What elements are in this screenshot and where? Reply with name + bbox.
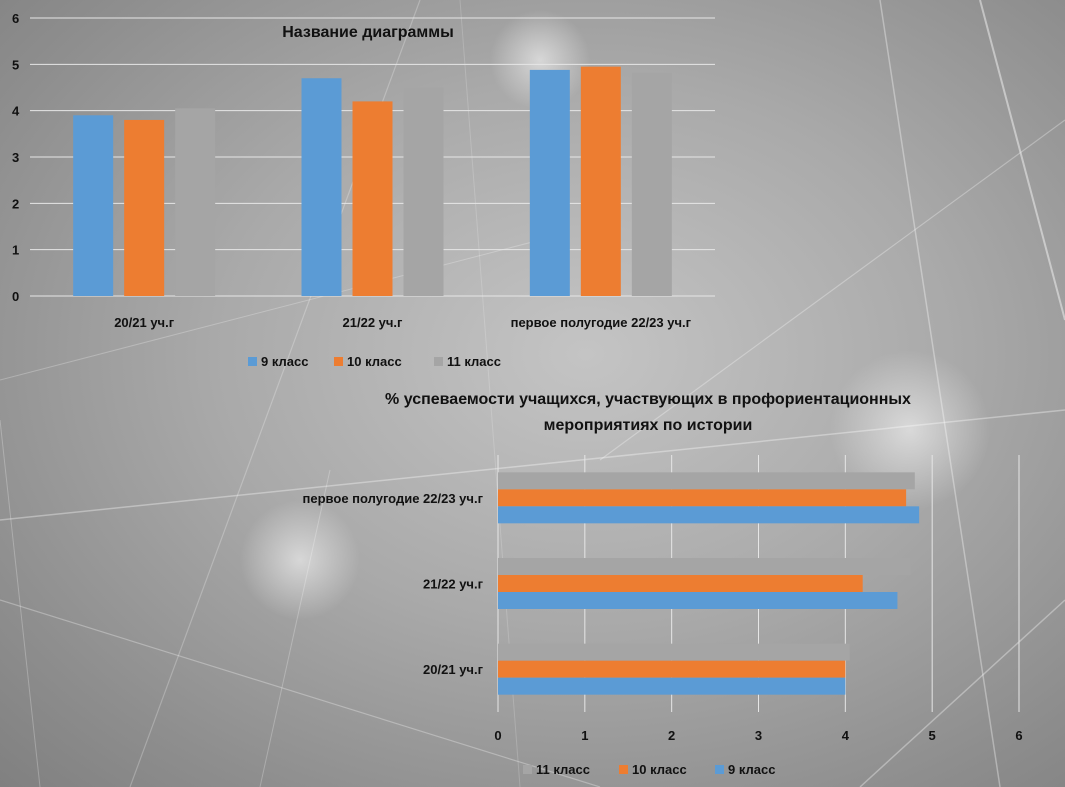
x-tick-label: 1 <box>581 728 588 743</box>
category-label: 21/22 уч.г <box>423 577 484 592</box>
legend-swatch <box>434 357 443 366</box>
bar-11-класс-1 <box>403 87 444 296</box>
y-tick-label: 1 <box>12 243 19 258</box>
legend-label: 9 класс <box>261 354 308 369</box>
bar-chart-x-tick-labels: 0 1 2 3 4 5 6 <box>494 728 1022 743</box>
hbar-10-класс-2 <box>498 489 907 507</box>
hbar-10-класс-1 <box>498 575 863 592</box>
bar-9-класс-0 <box>73 115 114 296</box>
bar-11-класс-2 <box>631 72 672 296</box>
column-chart-category-labels: 20/21 уч.г 21/22 уч.г первое полугодие 22/… <box>114 315 691 330</box>
category-label: 20/21 уч.г <box>114 315 175 330</box>
legend-swatch <box>334 357 343 366</box>
hbar-9-класс-0 <box>498 677 846 695</box>
bar-chart-legend: 11 класс 10 класс 9 класс <box>523 762 775 777</box>
legend-label: 9 класс <box>728 762 775 777</box>
bar-9-класс-1 <box>301 78 342 296</box>
category-label: первое полугодие 22/23 уч.г <box>303 491 484 506</box>
legend-swatch <box>523 765 532 774</box>
hbar-10-класс-0 <box>498 660 846 678</box>
legend-label: 11 класс <box>536 762 590 777</box>
x-tick-label: 5 <box>929 728 936 743</box>
column-chart-bars <box>73 66 672 297</box>
bar-chart-title-line-2: мероприятиях по истории <box>544 417 753 434</box>
bar-10-класс-1 <box>352 101 393 297</box>
legend-label: 10 класс <box>347 354 402 369</box>
category-label: 20/21 уч.г <box>423 662 484 677</box>
bar-11-класс-0 <box>175 108 216 296</box>
x-tick-label: 2 <box>668 728 675 743</box>
y-tick-label: 3 <box>12 150 19 165</box>
hbar-9-класс-2 <box>498 506 920 524</box>
hbar-9-класс-1 <box>498 592 898 609</box>
y-tick-label: 5 <box>12 57 19 72</box>
y-tick-label: 2 <box>12 196 19 211</box>
y-tick-label: 4 <box>12 104 20 119</box>
column-chart-y-tick-labels: 0 1 2 3 4 5 6 <box>12 11 20 304</box>
x-tick-label: 3 <box>755 728 762 743</box>
bar-chart-title-line-1: % успеваемости учащихся, участвующих в п… <box>385 391 911 408</box>
bar-9-класс-2 <box>529 69 570 296</box>
category-label: первое полугодие 22/23 уч.г <box>511 315 692 330</box>
legend-swatch <box>715 765 724 774</box>
x-tick-label: 6 <box>1015 728 1022 743</box>
bar-10-класс-2 <box>580 66 621 297</box>
bar-10-класс-0 <box>124 119 165 296</box>
x-tick-label: 0 <box>494 728 501 743</box>
legend-label: 10 класс <box>632 762 687 777</box>
legend-swatch <box>619 765 628 774</box>
legend-label: 11 класс <box>447 354 501 369</box>
y-tick-label: 6 <box>12 11 19 26</box>
hbar-11-класс-1 <box>498 558 911 575</box>
y-tick-label: 0 <box>12 289 19 304</box>
hbar-11-класс-0 <box>498 643 850 661</box>
legend-swatch <box>248 357 257 366</box>
category-label: 21/22 уч.г <box>343 315 404 330</box>
x-tick-label: 4 <box>842 728 850 743</box>
bar-chart-bars <box>498 472 920 695</box>
column-chart-legend: 9 класс 10 класс 11 класс <box>248 354 501 369</box>
hbar-11-класс-2 <box>498 472 915 490</box>
bar-chart-category-labels: 20/21 уч.г 21/22 уч.г первое полугодие 22/… <box>303 491 484 677</box>
column-chart-title: Название диаграммы <box>282 24 454 41</box>
